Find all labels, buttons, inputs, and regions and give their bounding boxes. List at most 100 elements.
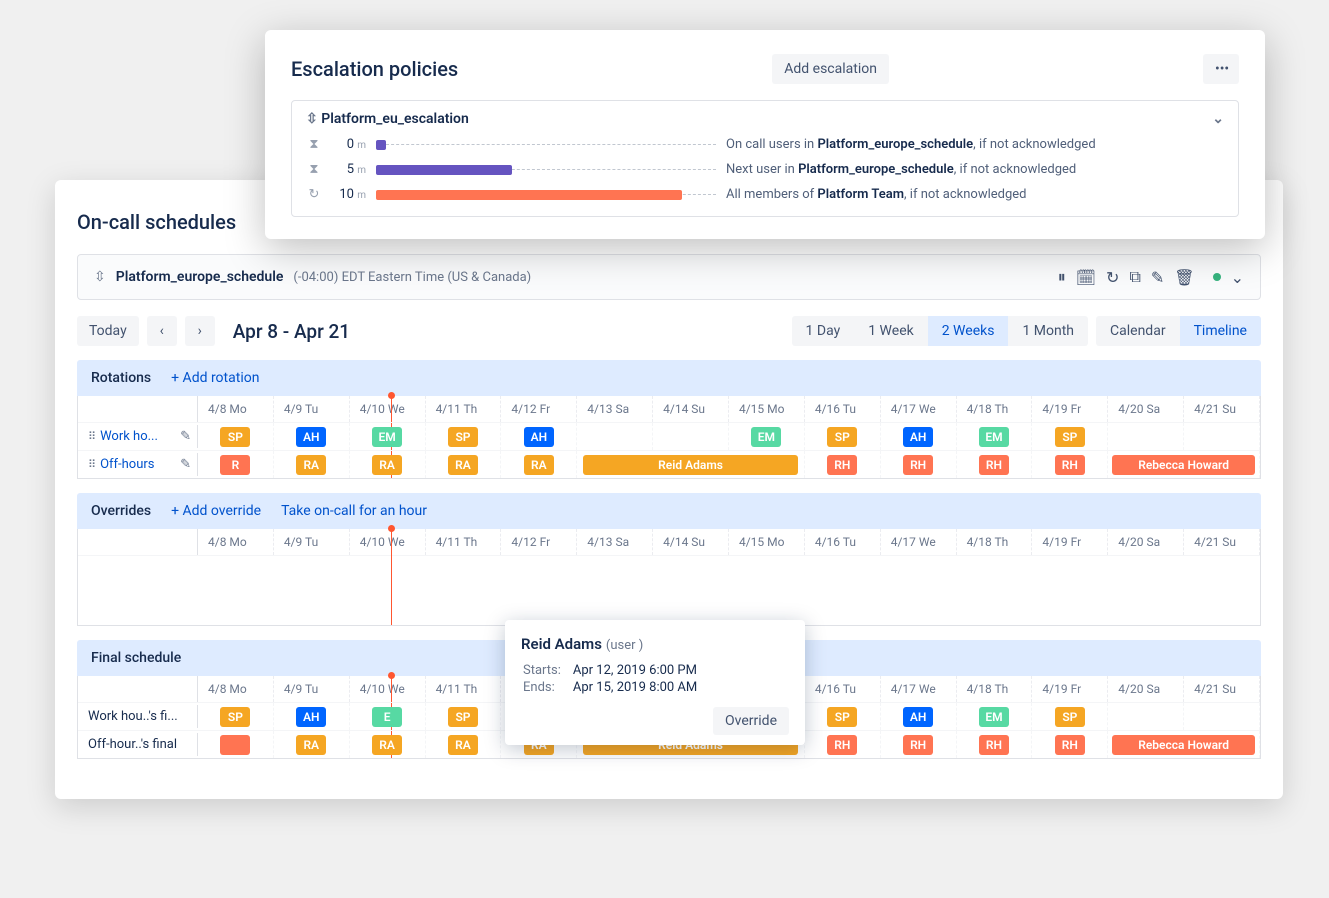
day-header: 4/10 We	[350, 529, 426, 555]
shift-badge[interactable]: R	[220, 455, 250, 475]
chevron-down-icon[interactable]: ⌄	[1231, 268, 1244, 287]
rule-bar	[376, 165, 716, 175]
shift-badge[interactable]: Rebecca Howard	[1112, 735, 1255, 755]
shift-badge[interactable]: RA	[296, 455, 326, 475]
add-escalation-button[interactable]: Add escalation	[772, 54, 889, 84]
timeline-cell: EM	[957, 423, 1033, 450]
duplicate-icon[interactable]: ⧉	[1129, 267, 1140, 287]
take-oncall-link[interactable]: Take on-call for an hour	[281, 503, 427, 519]
day-header: 4/17 We	[881, 676, 957, 702]
escalation-policy-head[interactable]: ⇳ Platform_eu_escalation ⌄	[306, 111, 1224, 127]
shift-badge[interactable]: RH	[979, 735, 1009, 755]
shift-badge[interactable]: EM	[979, 427, 1009, 447]
view-seg-opt-1[interactable]: Timeline	[1180, 316, 1261, 346]
override-button[interactable]: Override	[713, 707, 789, 735]
period-seg-opt-2[interactable]: 2 Weeks	[928, 316, 1009, 346]
day-header: 4/18 Th	[957, 676, 1033, 702]
period-seg-opt-0[interactable]: 1 Day	[792, 316, 855, 346]
shift-badge[interactable]: Reid Adams	[583, 455, 798, 475]
shift-badge[interactable]: SP	[220, 707, 250, 727]
shift-badge[interactable]: AH	[296, 427, 326, 447]
day-header: 4/8 Mo	[198, 676, 274, 702]
drag-icon[interactable]: ⠿	[88, 458, 96, 471]
drag-icon[interactable]: ⠿	[88, 430, 96, 443]
shift-badge[interactable]: RA	[372, 455, 402, 475]
shift-badge[interactable]: RA	[448, 455, 478, 475]
shift-badge[interactable]: EM	[979, 707, 1009, 727]
shift-badge[interactable]: RH	[1055, 455, 1085, 475]
shift-badge[interactable]: AH	[296, 707, 326, 727]
shift-badge[interactable]: RA	[524, 455, 554, 475]
period-seg-opt-3[interactable]: 1 Month	[1008, 316, 1088, 346]
schedule-tools: ⏸ 🗓 ↻ ⧉ ✎ 🗑 ⌄	[1058, 267, 1244, 287]
shift-badge[interactable]: RA	[372, 735, 402, 755]
add-rotation-link[interactable]: + Add rotation	[171, 370, 259, 386]
popover-ends-label: Ends:	[523, 680, 571, 695]
shift-badge[interactable]: RH	[903, 735, 933, 755]
shift-badge[interactable]	[220, 735, 250, 755]
day-header: 4/15 Mo	[729, 396, 805, 422]
timeline-cell	[577, 423, 653, 450]
calendar-icon[interactable]: 🗓	[1076, 268, 1096, 287]
period-segmented: 1 Day1 Week2 Weeks1 Month	[792, 316, 1088, 346]
sync-icon[interactable]: ↻	[1106, 268, 1119, 287]
rule-minutes: 5 m	[332, 162, 366, 177]
lane-name[interactable]: Off-hours	[100, 457, 154, 472]
popover-starts-value: Apr 12, 2019 6:00 PM	[573, 663, 697, 678]
day-header: 4/9 Tu	[274, 529, 350, 555]
shift-badge[interactable]: RH	[979, 455, 1009, 475]
shift-badge[interactable]: AH	[903, 427, 933, 447]
shift-badge[interactable]: SP	[448, 707, 478, 727]
period-seg-opt-1[interactable]: 1 Week	[854, 316, 928, 346]
shift-badge[interactable]: RH	[1055, 735, 1085, 755]
today-button[interactable]: Today	[77, 316, 139, 346]
day-header: 4/13 Sa	[577, 396, 653, 422]
schedule-header-row[interactable]: ⇳ Platform_europe_schedule (-04:00) EDT …	[77, 254, 1261, 300]
shift-badge[interactable]: SP	[448, 427, 478, 447]
shift-badge[interactable]: RH	[827, 735, 857, 755]
shift-badge[interactable]: RA	[448, 735, 478, 755]
trash-icon[interactable]: 🗑	[1174, 268, 1194, 287]
chevron-down-icon[interactable]: ⌄	[1212, 111, 1224, 127]
shift-badge[interactable]: SP	[827, 427, 857, 447]
shift-badge[interactable]: SP	[827, 707, 857, 727]
day-header: 4/11 Th	[426, 676, 502, 702]
more-button[interactable]: •••	[1203, 54, 1239, 84]
timeline-cell: RA	[426, 451, 502, 478]
shift-badge[interactable]: AH	[903, 707, 933, 727]
popover-user: Reid Adams	[521, 635, 602, 653]
lane-name[interactable]: Work ho...	[100, 429, 158, 444]
shift-badge[interactable]: Rebecca Howard	[1112, 455, 1255, 475]
rule-text: All members of Platform Team, if not ack…	[726, 187, 1027, 202]
timeline-cell: AH	[501, 423, 577, 450]
timeline-cell: RH	[881, 451, 957, 478]
escalation-card: Escalation policies Add escalation ••• ⇳…	[265, 30, 1265, 239]
shift-badge[interactable]: AH	[524, 427, 554, 447]
shift-badge[interactable]: SP	[1055, 707, 1085, 727]
overrides-empty	[78, 555, 1260, 625]
popover-times: Starts:Apr 12, 2019 6:00 PM Ends:Apr 15,…	[521, 661, 699, 697]
shift-badge[interactable]: RH	[903, 455, 933, 475]
shift-badge[interactable]: RA	[296, 735, 326, 755]
shift-badge[interactable]: EM	[372, 427, 402, 447]
day-header: 4/20 Sa	[1108, 529, 1184, 555]
shift-badge[interactable]: EM	[751, 427, 781, 447]
shift-badge[interactable]: E	[372, 707, 402, 727]
day-header: 4/21 Su	[1184, 396, 1260, 422]
edit-icon[interactable]: ✎	[180, 457, 191, 472]
pause-icon[interactable]: ⏸	[1058, 267, 1066, 287]
next-button[interactable]: ›	[185, 316, 215, 346]
day-header: 4/19 Fr	[1032, 529, 1108, 555]
add-override-link[interactable]: + Add override	[171, 503, 261, 519]
escalation-header: Escalation policies Add escalation •••	[291, 54, 1239, 84]
edit-icon[interactable]: ✎	[180, 429, 191, 444]
timeline-cell: SP	[426, 703, 502, 730]
timeline-cell	[198, 731, 274, 758]
shift-badge[interactable]: SP	[1055, 427, 1085, 447]
day-header: 4/9 Tu	[274, 676, 350, 702]
shift-badge[interactable]: RH	[827, 455, 857, 475]
view-seg-opt-0[interactable]: Calendar	[1096, 316, 1180, 346]
shift-badge[interactable]: SP	[220, 427, 250, 447]
edit-icon[interactable]: ✎	[1151, 268, 1164, 287]
prev-button[interactable]: ‹	[147, 316, 177, 346]
